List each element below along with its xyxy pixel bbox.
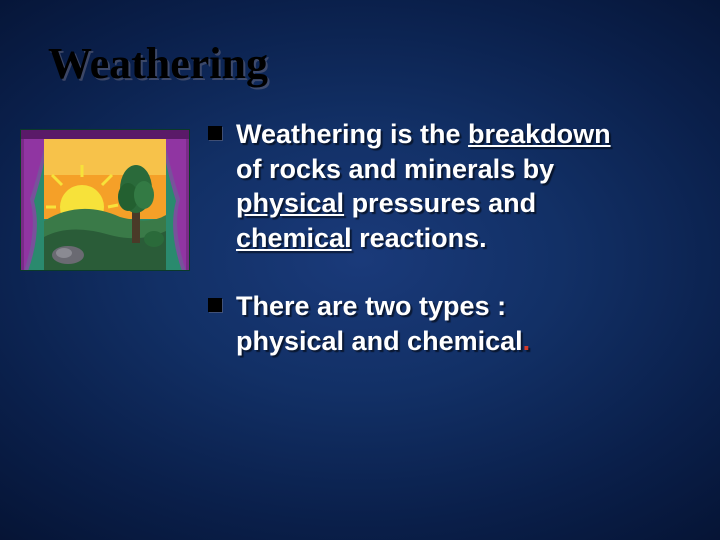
clipart-svg: [20, 129, 190, 271]
slide-title: Weathering: [48, 38, 672, 89]
content-row: Weathering is the breakdown of rocks and…: [48, 117, 672, 392]
square-bullet-icon: [208, 126, 222, 140]
bullet-item-1: Weathering is the breakdown of rocks and…: [208, 117, 618, 255]
bullet-text-2: There are two types : physical and chemi…: [236, 289, 618, 358]
bullet-item-2: There are two types : physical and chemi…: [208, 289, 618, 358]
sunset-landscape-clipart: [20, 129, 190, 271]
bullet-list: Weathering is the breakdown of rocks and…: [208, 117, 618, 392]
square-bullet-icon: [208, 298, 222, 312]
bullet-text-1: Weathering is the breakdown of rocks and…: [236, 117, 618, 255]
slide: Weathering: [0, 0, 720, 540]
